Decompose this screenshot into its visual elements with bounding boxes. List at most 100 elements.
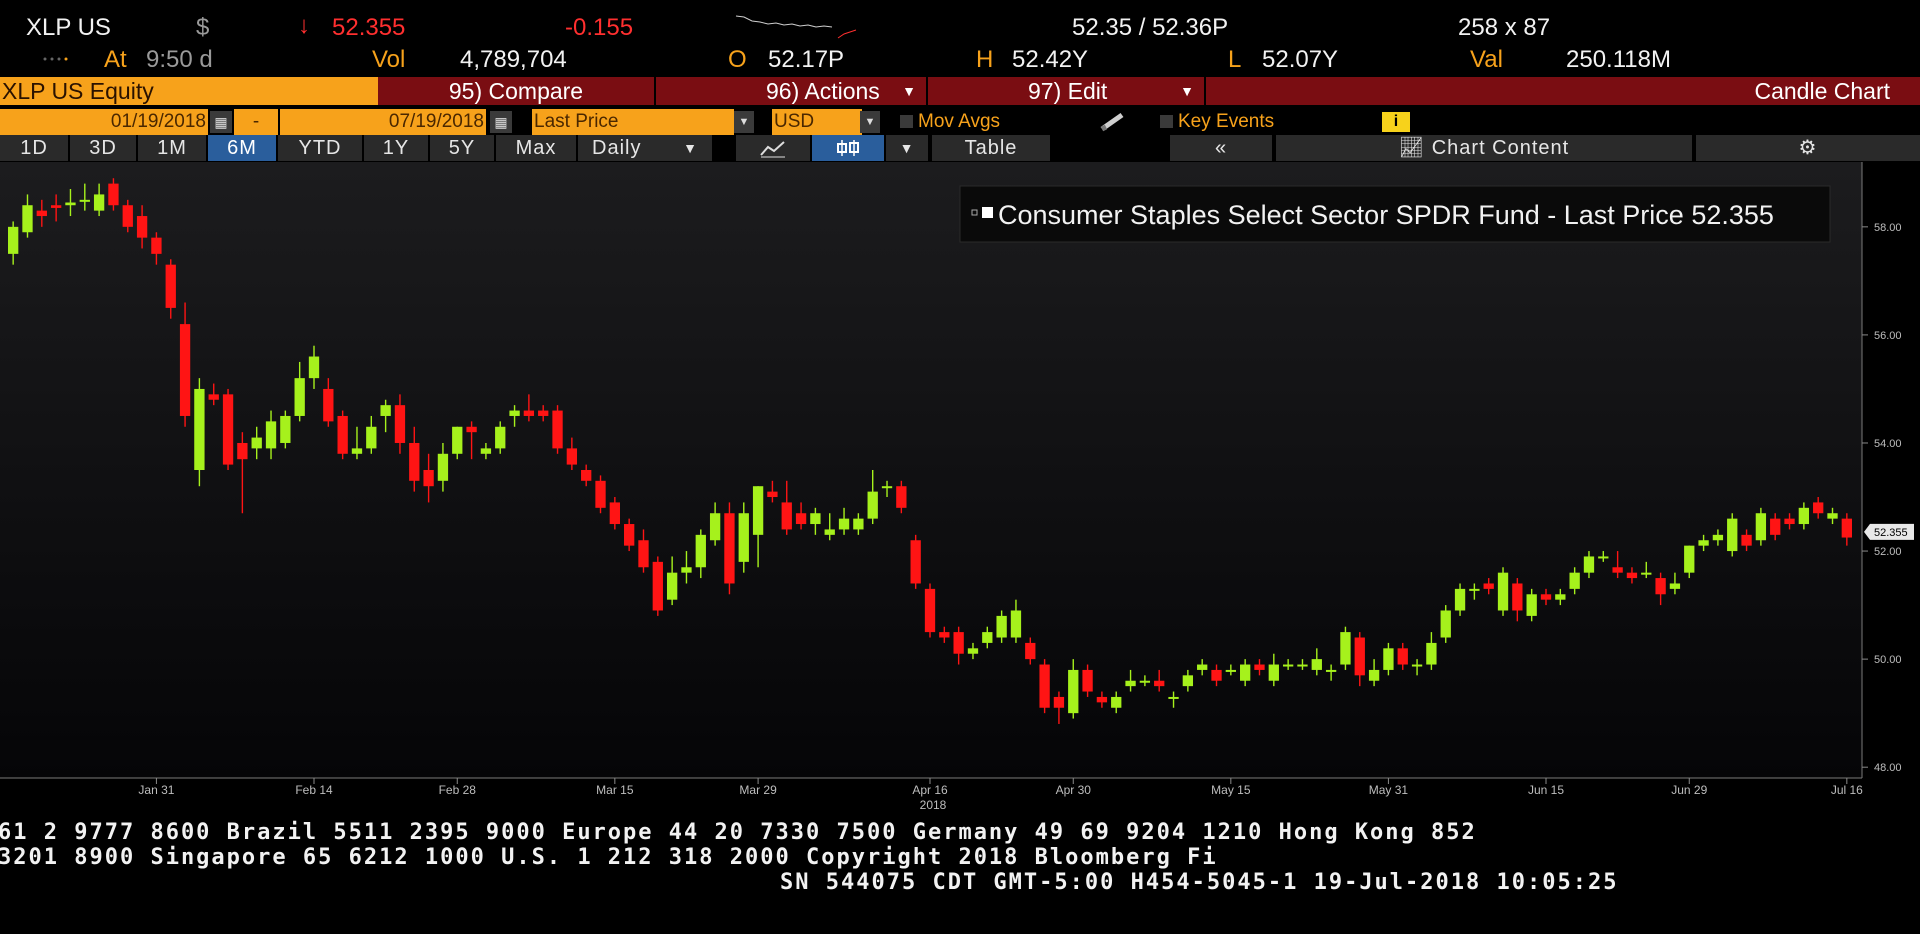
- field-select[interactable]: Last Price: [532, 109, 734, 135]
- candle-down: [652, 556, 663, 616]
- candle-down: [595, 475, 606, 514]
- settings-button[interactable]: ⚙: [1696, 135, 1920, 161]
- candle-down: [179, 302, 191, 427]
- edit-dropdown-icon: ▼: [1180, 83, 1194, 99]
- tab-ytd[interactable]: YTD: [278, 135, 362, 161]
- x-tick: Feb 28: [439, 778, 476, 797]
- frequency-select[interactable]: Daily ▼: [578, 135, 712, 161]
- candle-down: [1154, 669, 1165, 692]
- candle-down: [1483, 578, 1494, 595]
- candle-up: [265, 410, 277, 460]
- candle-chart[interactable]: 48.00 50.00 52.00 54.00 56.00 58.00 Jan 31 Feb…: [0, 162, 1920, 814]
- y-tick: 54.00: [1862, 438, 1902, 450]
- chart-content-icon: 📈︎: [1398, 137, 1426, 159]
- chart-type-label: Candle Chart: [1754, 78, 1890, 104]
- candle-up: [65, 189, 76, 217]
- candle-up: [1010, 599, 1022, 643]
- line-chart-button[interactable]: [736, 135, 810, 161]
- candle-down: [222, 388, 234, 470]
- open-value: 52.17P: [768, 46, 845, 73]
- security-field[interactable]: XLP US Equity: [0, 77, 378, 105]
- candle-up: [1583, 551, 1595, 579]
- candle-up: [351, 426, 363, 460]
- candle-down: [924, 583, 936, 638]
- candle-up: [1684, 545, 1695, 579]
- tab-bar: 1D 3D 1M 6M YTD 1Y 5Y Max Daily ▼ ▼ Tabl…: [0, 135, 1920, 161]
- candle-down: [538, 405, 549, 422]
- tab-6m[interactable]: 6M: [208, 135, 276, 161]
- x-tick-label: Jun 15: [1528, 783, 1564, 797]
- candle-up: [1282, 659, 1294, 670]
- actions-menu[interactable]: 96) Actions ▼: [654, 77, 924, 105]
- tab-1d[interactable]: 1D: [0, 135, 68, 161]
- candle-up: [1497, 567, 1509, 616]
- start-calendar-icon[interactable]: ▦: [210, 111, 232, 133]
- candle-up: [1426, 632, 1437, 670]
- compare-menu[interactable]: 95) Compare: [380, 77, 652, 105]
- info-icon[interactable]: i: [1382, 112, 1410, 132]
- end-date-field[interactable]: 07/19/2018: [280, 109, 486, 135]
- field-value: Last Price: [534, 111, 619, 132]
- tab-5y[interactable]: 5Y: [430, 135, 494, 161]
- x-tick: Apr 30: [1056, 778, 1091, 797]
- currency-select[interactable]: USD: [772, 109, 862, 135]
- table-button[interactable]: Table: [932, 135, 1050, 161]
- candle-up: [437, 442, 449, 492]
- x-tick-label: Mar 15: [596, 783, 634, 797]
- edit-menu[interactable]: 97) Edit ▼: [926, 77, 1202, 105]
- collapse-button[interactable]: «: [1170, 135, 1272, 161]
- tab-1y[interactable]: 1Y: [364, 135, 428, 161]
- candle-chart-button[interactable]: [812, 135, 884, 161]
- legend-expand-icon[interactable]: [971, 209, 978, 216]
- x-tick: Feb 14: [295, 778, 333, 797]
- controls-bar: 01/19/2018 ▦ - 07/19/2018 ▦ Last Price ▼…: [0, 109, 1920, 135]
- table-label: Table: [964, 137, 1018, 159]
- candle-down: [1039, 659, 1050, 714]
- chart-content-button[interactable]: 📈︎ Chart Content: [1276, 135, 1692, 161]
- candle-down: [1784, 513, 1795, 530]
- x-tick: Mar 29: [739, 778, 777, 797]
- tab-1m[interactable]: 1M: [138, 135, 206, 161]
- x-tick: Jan 31: [138, 778, 175, 797]
- x-tick: May 31: [1369, 778, 1408, 797]
- candle-up: [1712, 529, 1724, 546]
- candle-up: [1698, 534, 1709, 552]
- candle-up: [22, 194, 33, 238]
- y-tick-label: 48.00: [1874, 762, 1902, 774]
- y-tick-label: 52.00: [1874, 546, 1902, 558]
- legend-box[interactable]: Consumer Staples Select Sector SPDR Fund…: [959, 185, 1831, 243]
- candle-up: [666, 556, 678, 606]
- candle-up: [452, 426, 463, 460]
- candle-up: [1240, 659, 1251, 687]
- actions-dropdown-icon: ▼: [902, 83, 916, 99]
- candle-down: [1053, 691, 1065, 724]
- candle-up: [1197, 659, 1208, 676]
- key-events-label: Key Events: [1178, 111, 1275, 132]
- candle-up: [1827, 507, 1838, 525]
- end-calendar-icon[interactable]: ▦: [490, 111, 512, 133]
- tab-max[interactable]: Max: [496, 135, 576, 161]
- field-dropdown-icon[interactable]: ▼: [734, 111, 754, 133]
- currency-dropdown-icon[interactable]: ▼: [860, 111, 880, 133]
- x-tick: Jun 29: [1671, 778, 1708, 797]
- candle-down: [136, 205, 148, 249]
- candle-down: [122, 199, 133, 233]
- candle-up: [1411, 659, 1423, 676]
- candle-up: [752, 486, 764, 568]
- start-date-field[interactable]: 01/19/2018: [0, 109, 208, 135]
- mov-avgs-checkbox[interactable]: [900, 115, 913, 128]
- candle-down: [939, 626, 950, 643]
- candle-up: [681, 551, 692, 584]
- key-events-checkbox[interactable]: [1160, 115, 1173, 128]
- start-date: 01/19/2018: [110, 111, 206, 132]
- chart-style-dropdown-icon[interactable]: ▼: [886, 135, 928, 161]
- legend-label: Consumer Staples Select Sector SPDR Fund…: [998, 200, 1774, 230]
- ticker-symbol[interactable]: XLP US: [26, 14, 111, 41]
- pencil-icon[interactable]: [1098, 111, 1128, 133]
- candle-down: [1626, 567, 1638, 584]
- tab-3d[interactable]: 3D: [70, 135, 136, 161]
- candle-down: [1770, 513, 1781, 541]
- y-tick-label: 58.00: [1874, 222, 1902, 234]
- candle-down: [1211, 664, 1222, 687]
- candle-down: [624, 518, 635, 552]
